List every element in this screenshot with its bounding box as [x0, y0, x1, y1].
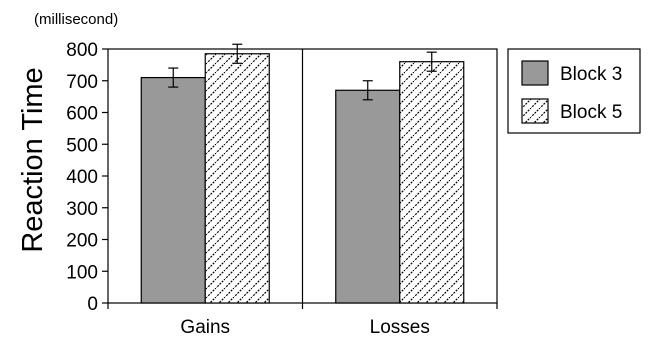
y-tick-label: 500 — [66, 135, 98, 156]
y-tick-label: 600 — [66, 104, 98, 125]
legend-swatch — [521, 60, 549, 86]
y-tick-label: 200 — [66, 231, 98, 252]
y-tick-label: 800 — [66, 40, 98, 61]
legend-swatch — [521, 98, 549, 124]
plot-area — [107, 43, 498, 304]
y-tick-label: 0 — [87, 294, 98, 315]
bar — [335, 89, 401, 304]
y-tick-label: 100 — [66, 262, 98, 283]
bar — [399, 61, 465, 304]
y-tick-label: 700 — [66, 72, 98, 93]
bar — [140, 76, 206, 304]
x-axis: Gains Losses — [107, 49, 498, 337]
y-axis: 0 100 200 300 400 500 600 700 800 — [66, 40, 108, 315]
legend: Block 3 Block 5 — [507, 48, 641, 134]
y-unit-label: (millisecond) — [34, 11, 118, 28]
y-tick-label: 400 — [66, 167, 98, 188]
y-axis-label: Reaction Time — [17, 67, 49, 252]
legend-label: Block 3 — [560, 64, 622, 85]
x-tick-label: Losses — [370, 317, 430, 337]
legend-label: Block 5 — [560, 102, 622, 123]
x-tick-label: Gains — [180, 317, 230, 337]
y-tick-label: 300 — [66, 199, 98, 220]
bar — [204, 53, 270, 304]
